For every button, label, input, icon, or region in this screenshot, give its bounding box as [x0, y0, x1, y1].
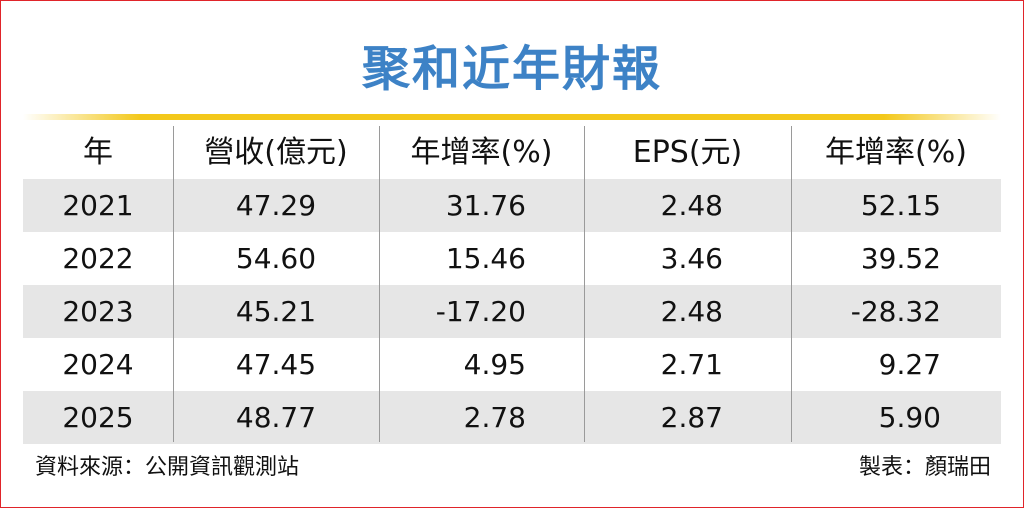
row-band: [23, 391, 1001, 444]
column-divider: [791, 126, 792, 442]
value-cell: 52.15: [860, 189, 941, 222]
column-header: 營收(億元): [204, 135, 348, 170]
source: 資料來源：公開資訊觀測站: [35, 455, 300, 480]
year-cell: 2021: [62, 189, 134, 222]
column-header: 年增率(%): [825, 135, 967, 170]
column-divider: [379, 126, 380, 442]
year-cell: 2022: [62, 242, 134, 275]
author: 製表：顏瑞田: [858, 455, 991, 480]
year-cell: 2024: [62, 348, 134, 381]
value-cell: 45.21: [235, 295, 317, 328]
divider: [23, 114, 1001, 120]
value-cell: 54.60: [235, 242, 317, 275]
year-cell: 2023: [62, 295, 134, 328]
column-divider: [584, 126, 585, 442]
column-header: 年: [83, 135, 113, 170]
value-cell: 9.27: [878, 348, 941, 381]
value-cell: 4.95: [463, 348, 526, 381]
value-cell: 15.46: [445, 242, 526, 275]
column-header: 年增率(%): [410, 135, 553, 170]
value-cell: 47.29: [235, 189, 317, 222]
value-cell: 39.52: [860, 242, 941, 275]
value-cell: 2.48: [660, 295, 723, 328]
value-cell: -28.32: [850, 295, 941, 328]
row-band: [23, 285, 1001, 338]
title: 聚和近年財報: [361, 41, 662, 97]
value-cell: 2.78: [463, 401, 526, 434]
value-cell: 5.90: [878, 401, 941, 434]
year-cell: 2025: [62, 401, 134, 434]
value-cell: 2.71: [660, 348, 723, 381]
column-divider: [173, 126, 174, 442]
value-cell: -17.20: [435, 295, 526, 328]
value-cell: 2.87: [660, 401, 723, 434]
value-cell: 3.46: [660, 242, 723, 275]
value-cell: 2.48: [660, 189, 723, 222]
value-cell: 48.77: [235, 401, 317, 434]
column-header: EPS(元): [632, 135, 743, 170]
row-band: [23, 179, 1001, 232]
value-cell: 47.45: [235, 348, 317, 381]
value-cell: 31.76: [445, 189, 526, 222]
